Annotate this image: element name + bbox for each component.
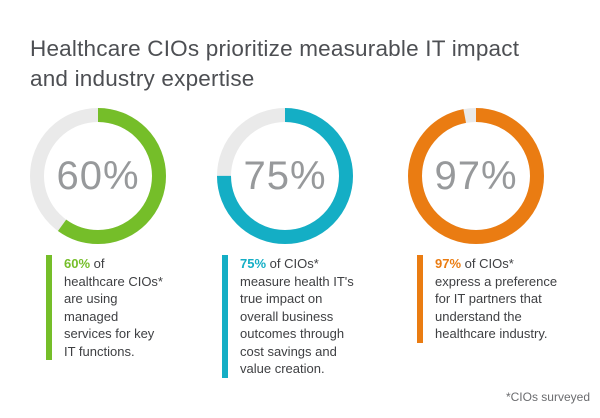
stat-caption-it-partners: 97% of CIOs* express a preference for IT… <box>417 255 577 343</box>
stat-caption-health-it-impact: 75% of CIOs* measure health IT's true im… <box>222 255 367 378</box>
donut-ring <box>408 108 544 244</box>
accent-bar <box>46 255 52 360</box>
donut-value-label: 97% <box>434 153 518 198</box>
donut-chart-managed-services: 60% <box>30 108 166 244</box>
footnote: *CIOs surveyed <box>505 390 590 404</box>
stat-description: of CIOs* measure health IT's true impact… <box>240 256 354 376</box>
stat-text: 97% of CIOs* express a preference for IT… <box>435 255 557 343</box>
donut-value-label: 60% <box>56 153 140 198</box>
stat-description: of healthcare CIOs* are using managed se… <box>64 256 163 359</box>
stat-percent: 60% <box>64 256 91 271</box>
accent-bar <box>222 255 228 378</box>
stat-text: 60% of healthcare CIOs* are using manage… <box>64 255 163 360</box>
stat-percent: 97% <box>435 256 462 271</box>
stat-description: of CIOs* express a preference for IT par… <box>435 256 558 341</box>
page-title: Healthcare CIOs prioritize measurable IT… <box>30 36 520 91</box>
donut-ring <box>30 108 166 244</box>
accent-bar <box>417 255 423 343</box>
stat-percent: 75% <box>240 256 267 271</box>
stat-caption-managed-services: 60% of healthcare CIOs* are using manage… <box>46 255 176 360</box>
donut-chart-it-partners: 97% <box>408 108 544 244</box>
donut-value-label: 75% <box>243 153 327 198</box>
donut-ring <box>217 108 353 244</box>
stat-text: 75% of CIOs* measure health IT's true im… <box>240 255 354 378</box>
donut-chart-health-it-impact: 75% <box>217 108 353 244</box>
